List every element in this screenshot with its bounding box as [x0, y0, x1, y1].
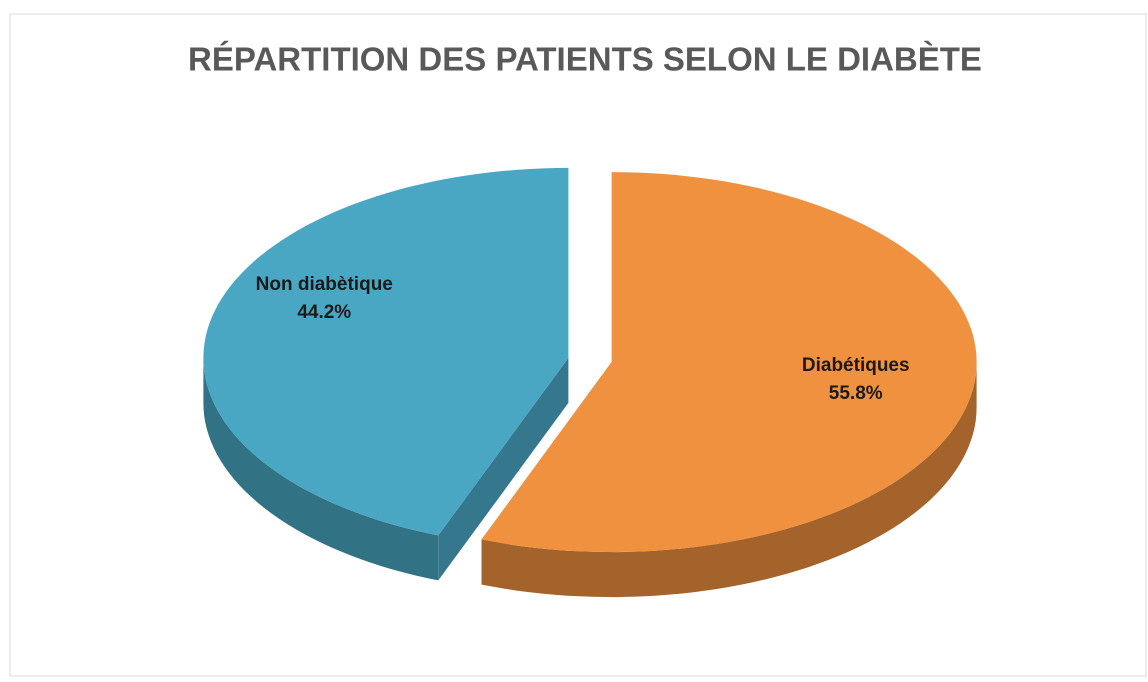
slice-value-label: 55.8%	[829, 383, 883, 404]
slice	[203, 167, 569, 536]
slice-side	[203, 357, 439, 581]
slice	[481, 172, 977, 552]
slice-label: Diabétiques	[802, 355, 910, 376]
slice-cut-face	[438, 357, 569, 581]
slice-value-label: 44.2%	[297, 302, 351, 323]
slice-label: Non diabètique	[256, 274, 393, 295]
chart-title: RÉPARTITION DES PATIENTS SELON LE DIABÈT…	[188, 41, 982, 78]
slice-side	[481, 362, 977, 598]
